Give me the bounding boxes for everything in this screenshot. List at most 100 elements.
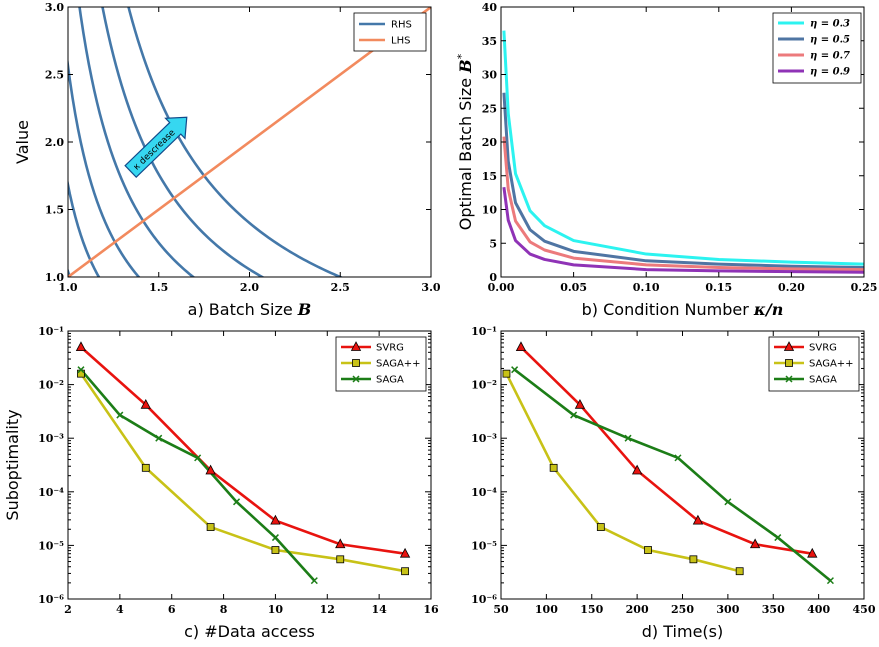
y-tick-label: 30 (482, 69, 498, 82)
x-tick-label: 350 (762, 603, 785, 616)
data-point-marker (206, 523, 215, 531)
data-point-marker (631, 464, 643, 475)
data-point-marker (515, 341, 527, 352)
legend-marker (785, 359, 793, 367)
x-axis-label-c: c) #Data access (184, 622, 315, 641)
series-line-svrg (80, 346, 406, 555)
y-tick-label: 10 (482, 204, 498, 217)
data-point-marker (807, 547, 818, 558)
eta-curve (502, 136, 864, 272)
data-point-marker (140, 398, 151, 409)
x-tick-label: 2.0 (240, 281, 259, 294)
y-axis-label-a: Value (13, 120, 32, 164)
data-point-marker (644, 546, 652, 554)
y-tick-label: 10⁻³ (471, 432, 497, 445)
x-tick-label: 0.25 (851, 281, 878, 294)
data-point-marker (205, 464, 216, 475)
eta-curve (502, 92, 864, 270)
x-axis-label-b: b) Condition Number κ/n (582, 300, 784, 319)
y-tick-label: 10⁻⁴ (38, 486, 64, 499)
x-axis-label-a: a) Batch Size B (188, 300, 312, 319)
y-tick-label: 40 (482, 1, 498, 14)
legend-label-eta: η = 0.3 (810, 19, 850, 30)
y-tick-label: 10⁻⁴ (471, 486, 497, 499)
series-line-sagapp (79, 372, 406, 573)
data-point-marker (749, 538, 761, 549)
x-tick-label: 250 (671, 603, 694, 616)
y-tick-label: 10⁻¹ (471, 325, 497, 338)
y-tick-label: 10⁻⁶ (38, 593, 64, 606)
x-tick-label: 450 (853, 603, 876, 616)
x-tick-label: 4 (116, 603, 124, 616)
y-tick-label: 10⁻⁵ (471, 539, 497, 552)
x-tick-label: 100 (535, 603, 558, 616)
y-tick-label: 2.5 (45, 69, 64, 82)
data-point-marker (570, 411, 578, 419)
data-point-marker (155, 434, 163, 442)
x-tick-label: 0.05 (560, 281, 587, 294)
data-point-marker (735, 567, 744, 576)
legend-label: SVRG (809, 343, 837, 354)
legend-a (353, 12, 427, 52)
x-tick-label: 2 (64, 603, 72, 616)
legend-label: SAGA++ (809, 359, 854, 370)
legend-label-eta: η = 0.9 (810, 67, 850, 78)
rhs-curve (127, 7, 344, 277)
legend-label: SAGA++ (376, 359, 421, 370)
legend-label: SVRG (376, 343, 404, 354)
data-point-marker (271, 534, 279, 542)
x-tick-label: 2.5 (331, 281, 350, 294)
legend-label: SAGA (376, 375, 404, 386)
x-tick-label: 0.00 (488, 281, 515, 294)
legend-marker (783, 341, 795, 351)
data-point-marker (549, 463, 558, 472)
data-point-marker (399, 547, 411, 558)
legend-label-lhs: LHS (391, 36, 410, 47)
y-tick-label: 1.0 (45, 271, 64, 284)
eta-curve (502, 30, 864, 266)
plot-frame-c (67, 330, 432, 600)
legend-label-eta: η = 0.5 (810, 35, 850, 46)
data-point-marker (270, 514, 281, 525)
x-tick-label: 1.0 (58, 281, 77, 294)
data-point-marker (692, 514, 704, 525)
eta-curve (502, 187, 864, 274)
x-tick-label: 1.5 (149, 281, 168, 294)
series-line-svrg (520, 346, 813, 555)
data-point-marker (401, 567, 409, 576)
x-axis-label-d: d) Time(s) (642, 622, 723, 641)
data-point-marker (724, 498, 732, 506)
data-point-marker (689, 555, 698, 564)
y-tick-label: 3.0 (45, 1, 64, 14)
y-tick-label: 10⁻⁵ (38, 539, 64, 552)
data-point-marker (116, 411, 124, 419)
x-tick-label: 3.0 (421, 281, 440, 294)
rhs-curve (78, 7, 196, 277)
x-tick-label: 8 (220, 603, 228, 616)
x-tick-label: 0.20 (778, 281, 805, 294)
y-tick-label: 35 (482, 35, 497, 48)
x-tick-label: 10 (268, 603, 284, 616)
rhs-curve (68, 55, 141, 277)
y-tick-label: 5 (489, 237, 497, 250)
y-tick-label: 15 (482, 170, 497, 183)
data-point-marker (596, 523, 605, 531)
data-point-marker (271, 546, 280, 554)
y-axis-label-c: Suboptimality (3, 409, 22, 520)
data-point-marker (310, 577, 318, 585)
rhs-curve (101, 7, 265, 277)
legend-marker (350, 341, 362, 351)
data-point-marker (826, 577, 834, 585)
x-tick-label: 6 (168, 603, 176, 616)
legend-marker (352, 375, 360, 383)
data-point-marker (674, 454, 682, 462)
data-point-marker (335, 538, 346, 549)
data-point-marker (511, 366, 519, 374)
legend-marker (785, 375, 793, 383)
data-point-marker (624, 434, 632, 442)
y-tick-label: 10⁻² (471, 379, 497, 392)
series-line-sagapp (505, 373, 740, 573)
x-tick-label: 200 (626, 603, 649, 616)
x-tick-label: 0.15 (705, 281, 732, 294)
data-point-marker (194, 454, 202, 462)
